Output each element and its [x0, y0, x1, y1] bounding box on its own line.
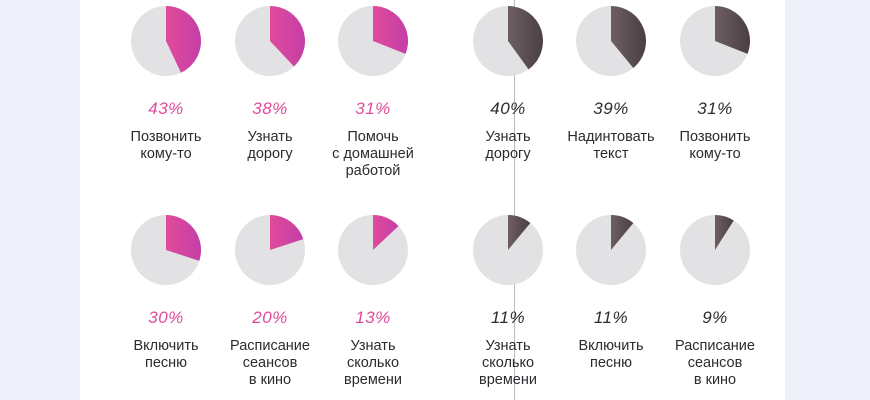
pie-slice: [715, 6, 750, 54]
category-label: Включить песню: [133, 338, 199, 371]
category-label: Помочь с домашней работой: [332, 129, 414, 179]
percent-label: 9%: [702, 308, 728, 327]
pie-slice: [715, 215, 734, 250]
percent-label: 40%: [490, 99, 526, 118]
pie-chart: [680, 6, 750, 76]
pie-slice: [166, 215, 202, 261]
percent-label: 11%: [490, 308, 526, 327]
pie-slice: [508, 6, 544, 70]
pie-chart: [680, 215, 750, 285]
category-label: Узнать дорогу: [485, 129, 531, 162]
infographic-card: 43% Позвонить кому-то 38% Узнать дорогу 31% П…: [80, 0, 785, 400]
pie-slice: [270, 6, 305, 67]
pie-slice: [166, 6, 201, 73]
pie-chart: [131, 215, 202, 285]
pie-chart: [235, 6, 305, 76]
pie-slice: [270, 215, 304, 250]
category-label: Позвонить кому-то: [679, 129, 751, 162]
percent-label: 38%: [252, 99, 288, 118]
pie-item: 31% Помочь с домашней работой: [318, 4, 428, 180]
pie-item: 43% Позвонить кому-то: [111, 4, 221, 163]
percent-label: 30%: [148, 308, 184, 327]
pie-slice: [373, 6, 408, 54]
pie-chart: [473, 215, 543, 285]
category-label: Расписание сеансов в кино: [675, 338, 755, 388]
pie-chart: [131, 6, 201, 76]
category-label: Включить песню: [578, 338, 644, 371]
category-label: Надинтовать текст: [567, 129, 655, 162]
pie-item: 13% Узнать сколько времени: [318, 213, 428, 389]
pie-item: 39% Надинтовать текст: [556, 4, 666, 163]
pie-slice: [508, 215, 531, 250]
percent-label: 43%: [148, 99, 184, 118]
pie-slice: [611, 6, 647, 68]
percent-label: 31%: [355, 99, 391, 118]
percent-label: 39%: [593, 99, 629, 118]
pie-chart: [338, 215, 408, 285]
pie-item: 31% Позвонить кому-то: [660, 4, 770, 163]
percent-label: 13%: [355, 308, 391, 327]
pie-item: 9% Расписание сеансов в кино: [660, 213, 770, 389]
pie-chart: [338, 6, 408, 76]
percent-label: 20%: [252, 308, 288, 327]
pie-chart: [235, 215, 305, 285]
pie-slice: [611, 215, 634, 250]
pie-chart: [576, 6, 647, 76]
percent-label: 31%: [697, 99, 733, 118]
pie-item: 40% Узнать дорогу: [453, 4, 563, 163]
pie-chart: [473, 6, 544, 76]
pie-slice: [373, 215, 399, 250]
category-label: Узнать сколько времени: [479, 338, 537, 388]
category-label: Позвонить кому-то: [130, 129, 202, 162]
percent-label: 11%: [593, 308, 629, 327]
pie-item: 20% Расписание сеансов в кино: [215, 213, 325, 389]
panel-divider: [514, 0, 515, 400]
pie-item: 30% Включить песню: [111, 213, 221, 372]
category-label: Узнать сколько времени: [344, 338, 402, 388]
category-label: Расписание сеансов в кино: [230, 338, 310, 388]
pie-item: 38% Узнать дорогу: [215, 4, 325, 163]
pie-item: 11% Включить песню: [556, 213, 666, 372]
pie-chart: [576, 215, 646, 285]
category-label: Узнать дорогу: [247, 129, 293, 162]
pie-item: 11% Узнать сколько времени: [453, 213, 563, 389]
